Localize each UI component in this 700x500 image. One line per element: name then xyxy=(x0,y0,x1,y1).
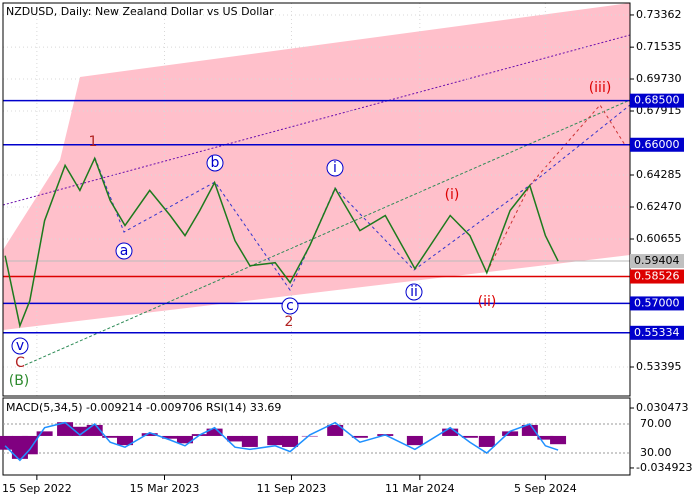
channel xyxy=(3,3,630,330)
wave-label: c xyxy=(286,298,294,314)
grid xyxy=(3,3,630,396)
y2-tick-label: 30.00 xyxy=(640,446,672,459)
wave-label: 2 xyxy=(285,314,294,330)
macd-bar xyxy=(550,435,567,445)
level-label: 0.55334 xyxy=(634,326,680,339)
annotations: 1 a b c 2 i ii (i) (ii) (iii) v C (B) xyxy=(9,80,612,389)
last-price-tag xyxy=(630,254,684,269)
macd-bar xyxy=(86,424,103,436)
macd-bar xyxy=(406,435,423,446)
wave-label: i xyxy=(333,160,337,176)
macd-bar xyxy=(71,426,88,436)
y-tick-label: 0.62470 xyxy=(636,200,682,213)
wave-circle xyxy=(405,283,423,301)
wave-label: (ii) xyxy=(478,294,497,310)
macd-bar xyxy=(102,435,119,438)
macd-bar xyxy=(162,435,179,439)
level-label: 0.57000 xyxy=(634,296,680,309)
macd-bar xyxy=(521,424,538,436)
x-tick-label: 5 Sep 2024 xyxy=(514,482,577,495)
macd-bar xyxy=(502,431,519,436)
indicator-title: MACD(5,34,5) -0.009214 -0.009706 RSI(14)… xyxy=(6,401,281,414)
wave-label: 1 xyxy=(89,134,98,150)
level-tag xyxy=(630,93,684,108)
macd-bar xyxy=(537,435,554,440)
wave-circle xyxy=(115,242,133,260)
x-tick-label: 11 Sep 2023 xyxy=(257,482,327,495)
macd-bar xyxy=(267,435,284,446)
macd-bar xyxy=(227,435,244,442)
wave-circle xyxy=(281,297,299,315)
y2-tick-label: 70.00 xyxy=(640,417,672,430)
wave-label: C xyxy=(15,355,25,371)
wave-circle xyxy=(206,154,224,172)
rsi-line xyxy=(4,421,559,462)
macd-bar xyxy=(176,435,193,444)
macd-bar xyxy=(206,428,223,436)
price-panel xyxy=(2,3,631,366)
x-tick-label: 11 Mar 2024 xyxy=(385,482,455,495)
y-tick-label: 0.53395 xyxy=(636,360,682,373)
x-tick-label: 15 Sep 2022 xyxy=(2,482,72,495)
wave-label: (iii) xyxy=(589,80,612,96)
wave-label: v xyxy=(16,338,24,354)
y-tick-label: -0.034923 xyxy=(636,461,692,474)
levels xyxy=(3,99,630,334)
level-tag xyxy=(630,325,684,340)
macd-bar xyxy=(442,428,459,436)
macd-bar xyxy=(461,435,478,438)
level-label: 0.66000 xyxy=(634,138,680,151)
marks xyxy=(4,156,559,329)
price-frame xyxy=(2,2,631,397)
level-tag xyxy=(630,137,684,152)
y-tick-label: 0.64285 xyxy=(636,168,682,181)
level-tag xyxy=(630,269,684,284)
macd-bar xyxy=(241,435,258,447)
macd-bar xyxy=(327,424,344,436)
y-tick-label: 0.030473 xyxy=(636,401,689,414)
macd-bar xyxy=(351,435,368,438)
wave-label: a xyxy=(120,243,129,259)
level-label: 0.68500 xyxy=(634,94,680,107)
chart-title: NZDUSD, Daily: New Zealand Dollar vs US … xyxy=(6,5,274,18)
wave-label: ii xyxy=(410,284,418,300)
y-tick-label: 0.60655 xyxy=(636,232,682,245)
wave-circle xyxy=(326,159,344,177)
macd-bar xyxy=(301,435,318,437)
trend-line xyxy=(2,34,631,206)
wave-circle xyxy=(11,337,29,355)
y-tick-label: 0.73362 xyxy=(636,8,682,21)
wave-label: (B) xyxy=(9,373,30,389)
x-tick-label: 15 Mar 2023 xyxy=(130,482,200,495)
macd-bar xyxy=(21,435,38,455)
macd-bar xyxy=(0,435,14,450)
macd-bar xyxy=(478,435,495,447)
macd-bar xyxy=(282,435,299,447)
level-tag xyxy=(630,296,684,311)
macd-bar xyxy=(117,435,134,446)
price-line xyxy=(4,156,559,329)
wave-line xyxy=(94,104,631,292)
wave-label: (i) xyxy=(445,187,460,203)
wave-label: b xyxy=(211,155,220,171)
y-tick-label: 0.69730 xyxy=(636,72,682,85)
macd-bar xyxy=(36,431,53,436)
macd-bar xyxy=(141,433,158,436)
last-price-label: 0.59404 xyxy=(634,254,680,267)
y-tick-label: 0.71535 xyxy=(636,40,682,53)
level-label: 0.58526 xyxy=(634,270,680,283)
